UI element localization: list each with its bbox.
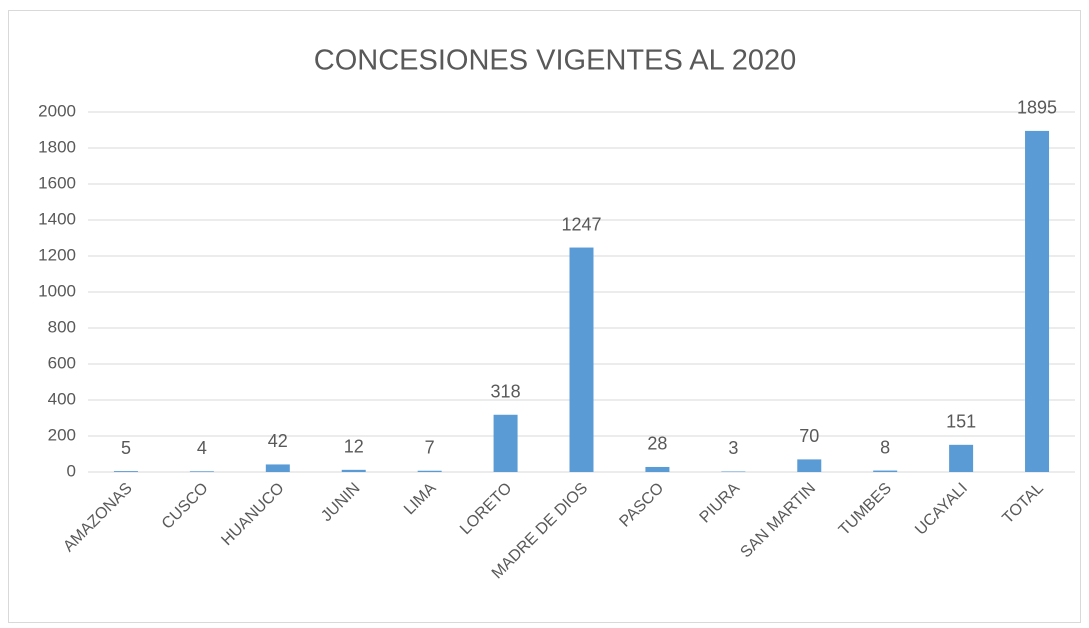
bar xyxy=(873,470,898,472)
data-label: 4 xyxy=(197,438,207,458)
bar xyxy=(721,471,746,472)
data-label: 5 xyxy=(121,438,131,458)
y-tick-label: 0 xyxy=(67,461,76,480)
bar xyxy=(113,471,138,472)
bar xyxy=(949,444,974,472)
y-tick-label: 400 xyxy=(48,389,76,408)
chart-title: CONCESIONES VIGENTES AL 2020 xyxy=(314,45,796,77)
bar xyxy=(645,466,670,472)
y-tick-label: 1400 xyxy=(38,209,76,228)
y-tick-label: 2000 xyxy=(38,101,76,120)
data-label: 1895 xyxy=(1017,98,1057,118)
data-label: 151 xyxy=(946,412,976,432)
bar xyxy=(493,414,518,472)
y-tick-label: 800 xyxy=(48,317,76,336)
y-tick-label: 1800 xyxy=(38,137,76,156)
bar xyxy=(189,471,214,472)
data-label: 7 xyxy=(425,437,435,457)
y-tick-label: 1600 xyxy=(38,173,76,192)
y-tick-label: 1200 xyxy=(38,245,76,264)
data-label: 70 xyxy=(799,426,819,446)
y-tick-label: 600 xyxy=(48,353,76,372)
y-tick-label: 1000 xyxy=(38,281,76,300)
data-label: 8 xyxy=(880,437,890,457)
bar xyxy=(569,247,594,472)
bar xyxy=(1025,130,1050,472)
data-label: 28 xyxy=(647,434,667,454)
bar xyxy=(341,469,366,472)
bar xyxy=(265,464,290,472)
data-label: 3 xyxy=(728,438,738,458)
data-label: 12 xyxy=(344,437,364,457)
data-label: 318 xyxy=(491,382,521,402)
y-tick-label: 200 xyxy=(48,425,76,444)
data-label: 42 xyxy=(268,431,288,451)
data-label: 1247 xyxy=(561,214,601,234)
bar xyxy=(417,470,442,472)
bar xyxy=(797,459,822,472)
